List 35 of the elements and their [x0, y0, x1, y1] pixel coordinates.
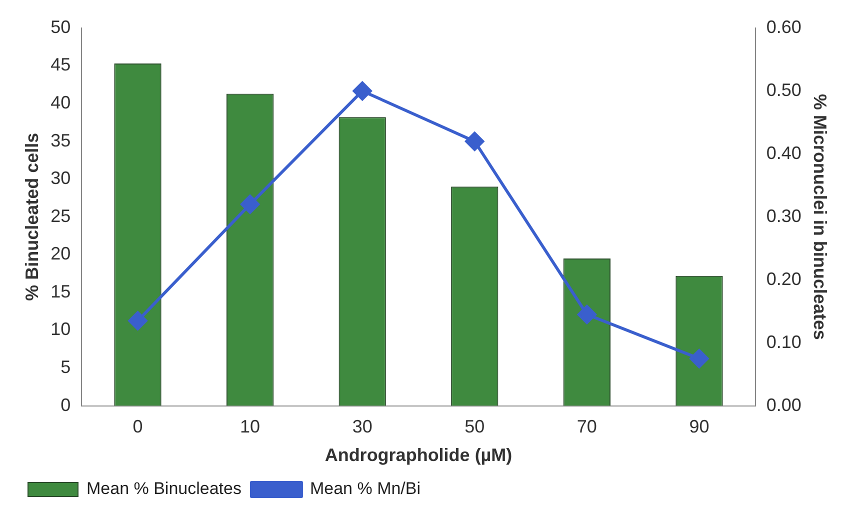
- y-tick-label: 5: [60, 356, 71, 377]
- y-tick-label: 45: [50, 54, 71, 75]
- legend-label: Mean % Binucleates: [86, 479, 242, 498]
- y2-tick-label: 0.50: [766, 80, 802, 100]
- y2-tick-label: 0.10: [766, 332, 802, 352]
- y-tick-label: 35: [50, 130, 71, 150]
- y2-tick-label: 0.20: [766, 268, 802, 289]
- point: [128, 311, 148, 330]
- legend-label: Mean % Mn/Bi: [310, 479, 421, 498]
- y-tick-label: 10: [50, 319, 71, 340]
- y2-tick-label: 0.30: [766, 206, 802, 226]
- y2-tick-label: 0.40: [766, 142, 802, 163]
- x-tick-label: 70: [576, 416, 597, 437]
- y-tick-label: 25: [50, 206, 71, 226]
- y-tick-label: 30: [50, 168, 71, 188]
- y2-tick-label: 0.00: [766, 394, 802, 415]
- point: [577, 305, 596, 324]
- x-tick-label: 90: [689, 416, 710, 437]
- y-tick-label: 40: [50, 92, 71, 113]
- x-tick-label: 50: [464, 416, 485, 437]
- x-tick-label: 30: [352, 416, 372, 437]
- point: [690, 349, 709, 368]
- point: [465, 132, 484, 151]
- point: [240, 194, 260, 214]
- x-tick-label: 10: [240, 416, 260, 437]
- y-tick-label: 50: [50, 16, 71, 37]
- y-axis-title: % Binucleated cells: [22, 132, 42, 301]
- y2-tick-label: 0.60: [766, 16, 802, 37]
- y2-axis-title: % Micronuclei in binucleates: [810, 94, 830, 340]
- y-tick-label: 0: [60, 394, 71, 415]
- y-tick-label: 15: [50, 281, 71, 302]
- y-tick-label: 20: [50, 244, 71, 264]
- point: [352, 81, 372, 100]
- x-axis-title: Andrographolide (µM): [324, 445, 512, 466]
- x-tick-label: 0: [132, 416, 143, 437]
